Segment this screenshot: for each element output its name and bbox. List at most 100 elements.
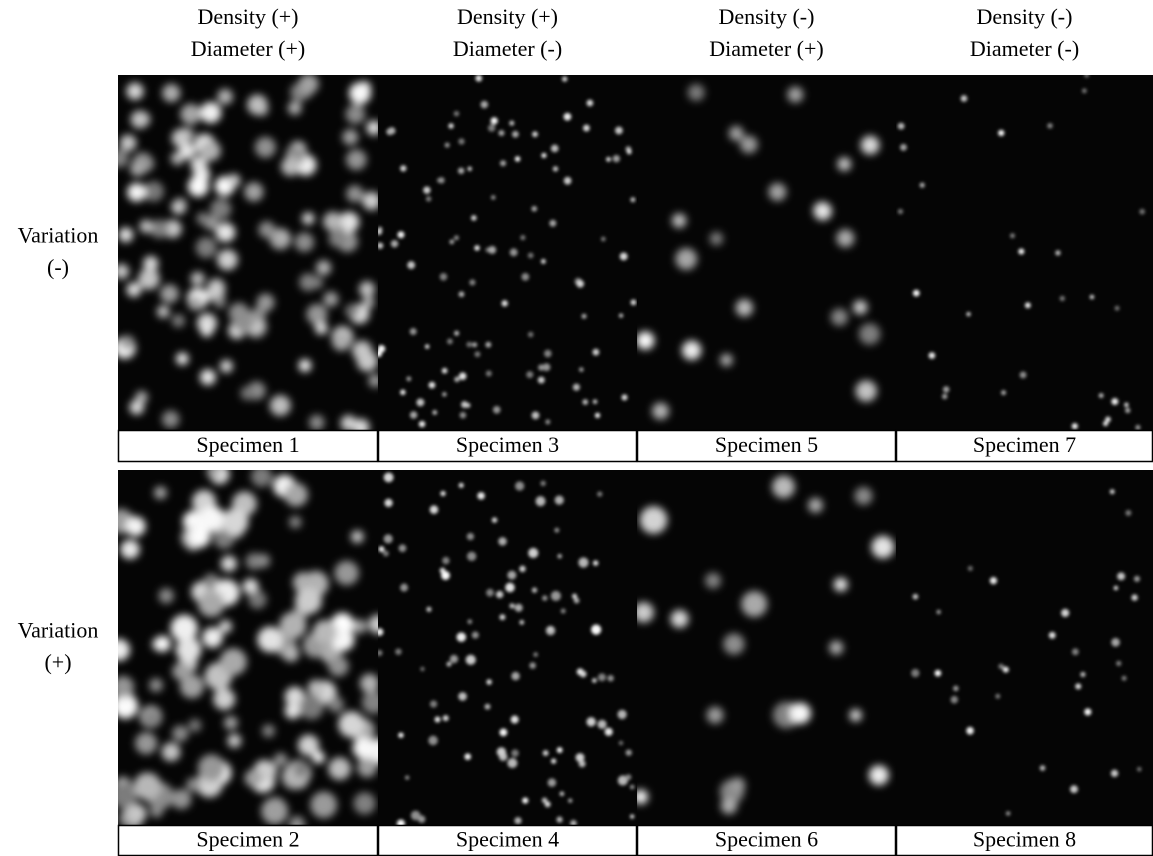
spot	[400, 165, 406, 171]
spot	[1114, 586, 1118, 590]
spot	[114, 264, 129, 279]
spot	[359, 281, 375, 297]
spot	[1124, 403, 1128, 407]
spot	[112, 676, 134, 698]
spot	[630, 814, 634, 818]
spot	[790, 703, 811, 724]
spot	[450, 240, 455, 245]
spot	[1122, 676, 1127, 681]
spot	[540, 481, 545, 486]
spot	[454, 331, 459, 336]
spot	[188, 176, 209, 197]
spot	[443, 715, 449, 721]
spot	[360, 674, 379, 693]
specimen-image	[633, 470, 896, 825]
spot	[510, 248, 518, 256]
column-header: Diameter (-)	[453, 36, 562, 61]
spot	[911, 669, 919, 677]
spot	[384, 472, 394, 482]
spot	[595, 413, 600, 418]
spot	[461, 401, 468, 408]
spot	[507, 758, 517, 768]
spot	[543, 750, 549, 756]
spot	[493, 406, 501, 414]
specimen-caption: Specimen 7	[973, 432, 1076, 457]
spot	[615, 127, 623, 135]
spot	[440, 273, 448, 281]
spot	[1115, 306, 1120, 311]
spot	[736, 299, 753, 316]
spot	[1010, 233, 1015, 238]
spot	[308, 680, 324, 696]
spot	[1099, 393, 1104, 398]
spot	[323, 292, 338, 307]
spot	[454, 111, 459, 116]
spot	[579, 367, 583, 371]
spot	[542, 798, 547, 803]
spot	[435, 717, 441, 723]
spot	[217, 89, 233, 105]
spot	[1061, 609, 1069, 617]
spot	[621, 394, 627, 400]
spot	[640, 506, 668, 534]
spot	[160, 284, 179, 303]
spot	[626, 749, 632, 755]
spot	[247, 95, 267, 115]
spot	[536, 496, 546, 506]
spot	[576, 280, 584, 288]
spot	[619, 314, 623, 318]
spot	[1001, 390, 1006, 395]
spot	[416, 399, 424, 407]
spot	[362, 296, 374, 308]
spot	[467, 552, 476, 561]
spot	[127, 183, 146, 202]
spot	[555, 496, 564, 505]
spot	[672, 213, 686, 227]
spot	[1103, 421, 1108, 426]
spot	[316, 260, 331, 275]
spot	[564, 113, 572, 121]
spot	[430, 700, 437, 707]
spot	[488, 124, 495, 131]
spot	[328, 696, 344, 712]
spot	[564, 177, 572, 185]
spot	[120, 135, 137, 152]
spot	[913, 594, 919, 600]
spot	[328, 656, 348, 676]
spot	[338, 711, 364, 737]
spot	[951, 696, 959, 704]
spot	[1090, 295, 1094, 299]
specimen-caption: Specimen 6	[715, 827, 818, 852]
spot	[1084, 73, 1089, 78]
spot	[423, 186, 430, 193]
spot	[200, 324, 213, 337]
spot	[241, 386, 255, 400]
spot	[171, 789, 191, 809]
spot	[998, 664, 1003, 669]
spot	[630, 785, 634, 789]
spot	[442, 392, 446, 396]
spot	[515, 604, 523, 612]
image-background	[637, 75, 896, 430]
spot	[1040, 765, 1046, 771]
spot	[384, 499, 392, 507]
spot	[551, 591, 561, 601]
spot	[398, 732, 403, 737]
spot	[1111, 638, 1120, 647]
spot	[1110, 489, 1115, 494]
spot	[295, 232, 314, 251]
spot	[299, 273, 317, 291]
spot	[1082, 89, 1087, 94]
spot	[179, 143, 195, 159]
spot	[533, 652, 537, 656]
spot	[1125, 408, 1130, 413]
spot	[522, 797, 528, 803]
spot	[395, 648, 402, 655]
spot	[582, 314, 587, 319]
spot	[554, 528, 559, 533]
spot	[605, 728, 613, 736]
spot	[551, 759, 556, 764]
spot	[159, 588, 174, 603]
spot	[1111, 770, 1118, 777]
spot	[441, 571, 450, 580]
